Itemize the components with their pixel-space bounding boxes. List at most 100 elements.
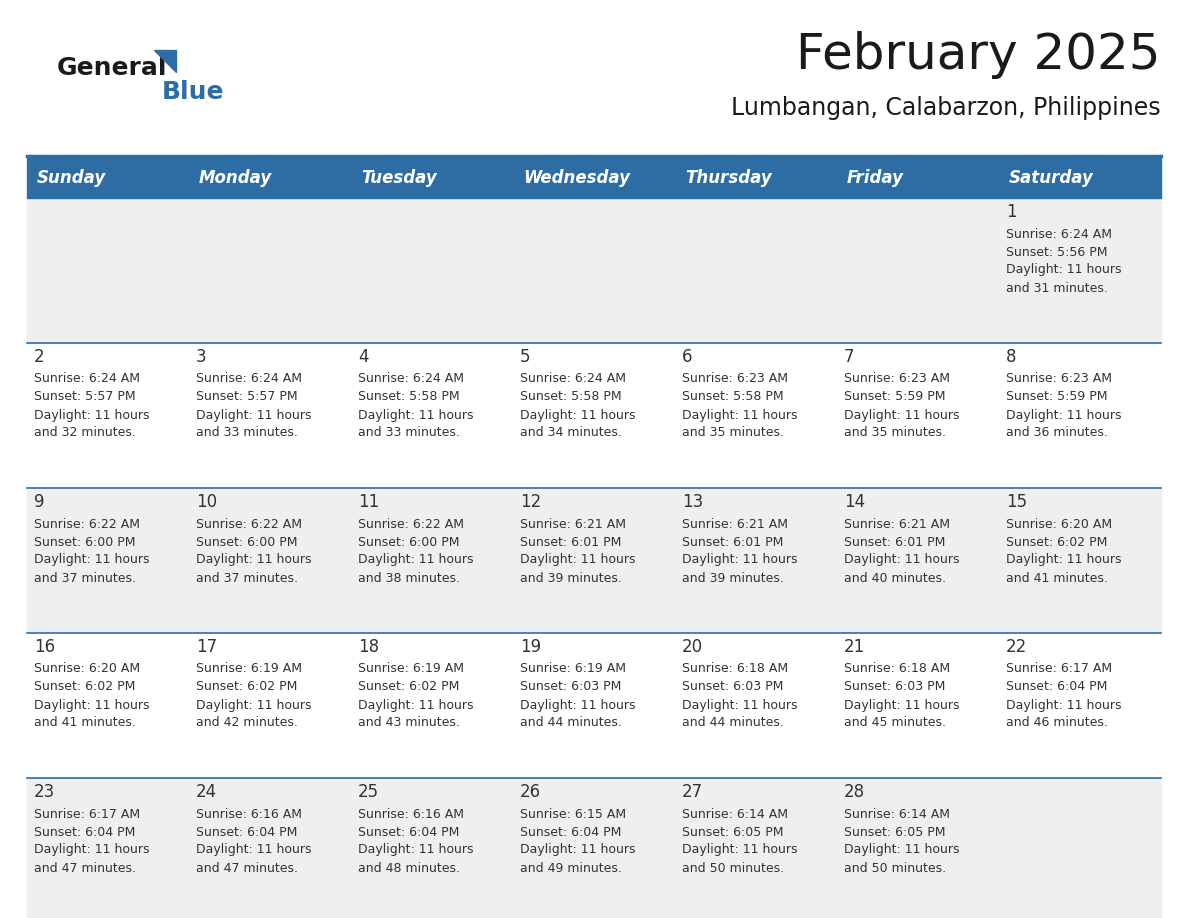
Text: Daylight: 11 hours: Daylight: 11 hours [843,844,960,856]
Text: and 37 minutes.: and 37 minutes. [196,572,298,585]
Bar [27,198,1161,343]
Text: and 47 minutes.: and 47 minutes. [34,861,135,875]
Text: Lumbangan, Calabarzon, Philippines: Lumbangan, Calabarzon, Philippines [732,96,1161,120]
Text: 6: 6 [682,348,693,366]
Text: Sunset: 5:56 PM: Sunset: 5:56 PM [1006,245,1107,259]
Text: Monday: Monday [200,169,272,187]
Bar [27,158,1161,198]
Text: Daylight: 11 hours: Daylight: 11 hours [196,554,311,566]
Text: Sunset: 6:04 PM: Sunset: 6:04 PM [358,825,460,838]
Text: and 41 minutes.: and 41 minutes. [34,717,135,730]
Text: Daylight: 11 hours: Daylight: 11 hours [1006,699,1121,711]
Text: Blue: Blue [162,80,225,104]
Text: Sunset: 6:03 PM: Sunset: 6:03 PM [843,680,946,693]
Text: Daylight: 11 hours: Daylight: 11 hours [196,844,311,856]
Text: Sunrise: 6:24 AM: Sunrise: 6:24 AM [34,373,140,386]
Text: Sunrise: 6:24 AM: Sunrise: 6:24 AM [196,373,302,386]
Text: 13: 13 [682,493,703,511]
Text: and 35 minutes.: and 35 minutes. [682,427,784,440]
Text: 20: 20 [682,638,703,656]
Text: General: General [57,56,168,80]
Text: 3: 3 [196,348,207,366]
Text: Daylight: 11 hours: Daylight: 11 hours [34,844,150,856]
Text: and 48 minutes.: and 48 minutes. [358,861,460,875]
Text: 28: 28 [843,783,865,801]
Text: and 41 minutes.: and 41 minutes. [1006,572,1108,585]
Text: Daylight: 11 hours: Daylight: 11 hours [1006,409,1121,421]
Text: Sunset: 6:03 PM: Sunset: 6:03 PM [682,680,783,693]
Text: 24: 24 [196,783,217,801]
Polygon shape [154,50,176,72]
Text: 2: 2 [34,348,45,366]
Text: and 34 minutes.: and 34 minutes. [520,427,621,440]
Text: 11: 11 [358,493,379,511]
Text: Sunrise: 6:15 AM: Sunrise: 6:15 AM [520,808,626,821]
Text: Friday: Friday [847,169,904,187]
Text: Sunrise: 6:17 AM: Sunrise: 6:17 AM [34,808,140,821]
Text: Daylight: 11 hours: Daylight: 11 hours [682,699,797,711]
Text: Sunrise: 6:22 AM: Sunrise: 6:22 AM [358,518,465,531]
Text: Sunrise: 6:18 AM: Sunrise: 6:18 AM [843,663,950,676]
Text: Daylight: 11 hours: Daylight: 11 hours [358,844,474,856]
Text: Sunset: 5:57 PM: Sunset: 5:57 PM [34,390,135,404]
Text: Daylight: 11 hours: Daylight: 11 hours [34,554,150,566]
Text: 10: 10 [196,493,217,511]
Text: 21: 21 [843,638,865,656]
Text: 14: 14 [843,493,865,511]
Text: Daylight: 11 hours: Daylight: 11 hours [358,409,474,421]
Text: Sunrise: 6:14 AM: Sunrise: 6:14 AM [843,808,950,821]
Text: Daylight: 11 hours: Daylight: 11 hours [843,554,960,566]
Text: Sunset: 6:05 PM: Sunset: 6:05 PM [682,825,784,838]
Text: Sunrise: 6:24 AM: Sunrise: 6:24 AM [1006,228,1112,241]
Text: Sunset: 5:58 PM: Sunset: 5:58 PM [682,390,784,404]
Text: and 47 minutes.: and 47 minutes. [196,861,298,875]
Text: 16: 16 [34,638,55,656]
Text: and 45 minutes.: and 45 minutes. [843,717,946,730]
Text: Sunrise: 6:24 AM: Sunrise: 6:24 AM [520,373,626,386]
Text: Daylight: 11 hours: Daylight: 11 hours [682,844,797,856]
Text: Daylight: 11 hours: Daylight: 11 hours [520,844,636,856]
Text: Sunset: 6:00 PM: Sunset: 6:00 PM [34,535,135,548]
Text: 19: 19 [520,638,541,656]
Text: Sunset: 6:04 PM: Sunset: 6:04 PM [34,825,135,838]
Text: 23: 23 [34,783,56,801]
Text: Daylight: 11 hours: Daylight: 11 hours [34,699,150,711]
Text: Sunrise: 6:18 AM: Sunrise: 6:18 AM [682,663,788,676]
Text: Daylight: 11 hours: Daylight: 11 hours [1006,263,1121,276]
Text: Sunset: 6:01 PM: Sunset: 6:01 PM [520,535,621,548]
Text: 17: 17 [196,638,217,656]
Text: and 49 minutes.: and 49 minutes. [520,861,621,875]
Text: and 32 minutes.: and 32 minutes. [34,427,135,440]
Text: Sunset: 6:02 PM: Sunset: 6:02 PM [358,680,460,693]
Text: Sunset: 6:05 PM: Sunset: 6:05 PM [843,825,946,838]
Text: 5: 5 [520,348,531,366]
Text: and 42 minutes.: and 42 minutes. [196,717,298,730]
Text: 7: 7 [843,348,854,366]
Text: Wednesday: Wednesday [523,169,630,187]
Text: Daylight: 11 hours: Daylight: 11 hours [358,554,474,566]
Text: and 50 minutes.: and 50 minutes. [843,861,946,875]
Text: and 44 minutes.: and 44 minutes. [520,717,621,730]
Text: and 31 minutes.: and 31 minutes. [1006,282,1108,295]
Text: 27: 27 [682,783,703,801]
Text: 25: 25 [358,783,379,801]
Text: Daylight: 11 hours: Daylight: 11 hours [1006,554,1121,566]
Text: Sunrise: 6:17 AM: Sunrise: 6:17 AM [1006,663,1112,676]
Text: 4: 4 [358,348,368,366]
Text: Daylight: 11 hours: Daylight: 11 hours [843,699,960,711]
Text: and 37 minutes.: and 37 minutes. [34,572,135,585]
Text: Sunset: 6:01 PM: Sunset: 6:01 PM [682,535,783,548]
Text: Daylight: 11 hours: Daylight: 11 hours [196,699,311,711]
Bar [27,488,1161,633]
Text: and 46 minutes.: and 46 minutes. [1006,717,1108,730]
Text: Sunset: 6:02 PM: Sunset: 6:02 PM [34,680,135,693]
Text: Sunrise: 6:22 AM: Sunrise: 6:22 AM [34,518,140,531]
Text: Sunset: 6:03 PM: Sunset: 6:03 PM [520,680,621,693]
Text: Sunset: 5:58 PM: Sunset: 5:58 PM [520,390,621,404]
Text: Sunday: Sunday [37,169,106,187]
Text: Daylight: 11 hours: Daylight: 11 hours [682,409,797,421]
Text: Sunrise: 6:21 AM: Sunrise: 6:21 AM [520,518,626,531]
Text: Sunrise: 6:16 AM: Sunrise: 6:16 AM [196,808,302,821]
Text: Sunrise: 6:19 AM: Sunrise: 6:19 AM [520,663,626,676]
Text: 1: 1 [1006,203,1017,221]
